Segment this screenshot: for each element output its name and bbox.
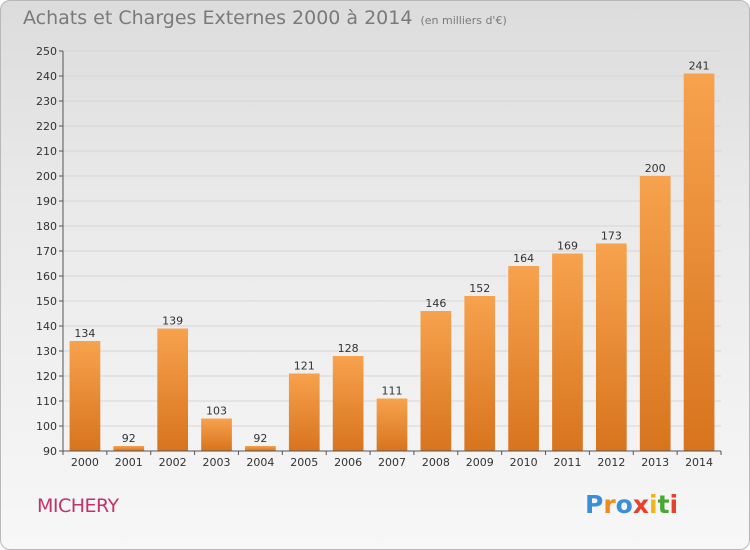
chart-title: Achats et Charges Externes 2000 à 2014 (e… (23, 7, 507, 29)
bar-2006 (332, 356, 364, 451)
bar-2009 (464, 296, 496, 451)
x-tick-label-2005: 2005 (290, 456, 318, 469)
data-label-2006: 128 (338, 342, 359, 355)
x-tick-label-2007: 2007 (378, 456, 406, 469)
bar-2007 (376, 398, 408, 451)
bar-2001 (113, 446, 145, 451)
bar-2012 (595, 243, 627, 451)
bar-2014 (683, 73, 715, 451)
x-tick-label-2002: 2002 (159, 456, 187, 469)
chart-subtitle: (en milliers d'€) (420, 14, 507, 27)
data-label-2008: 146 (425, 297, 446, 310)
y-tick-label: 250 (36, 45, 57, 58)
data-label-2004: 92 (253, 432, 267, 445)
data-label-2013: 200 (645, 162, 666, 175)
data-label-2014: 241 (689, 60, 710, 73)
y-tick-label: 200 (36, 170, 57, 183)
y-tick-label: 110 (36, 395, 57, 408)
y-tick-label: 180 (36, 220, 57, 233)
x-tick-label-2014: 2014 (685, 456, 713, 469)
bar-2008 (420, 311, 452, 451)
x-tick-label-2003: 2003 (203, 456, 231, 469)
bar-2011 (552, 253, 583, 451)
x-tick-label-2009: 2009 (466, 456, 494, 469)
bar-2013 (639, 176, 671, 451)
data-label-2009: 152 (469, 282, 490, 295)
x-tick-label-2012: 2012 (597, 456, 625, 469)
y-tick-label: 90 (43, 445, 57, 458)
y-tick-label: 100 (36, 420, 57, 433)
axes: 90 100 110 120 130 140 150 160 170 180 190 200 210 22… (36, 45, 722, 469)
bar-2003 (201, 418, 232, 451)
x-tick-label-2008: 2008 (422, 456, 450, 469)
y-tick-label: 210 (36, 145, 57, 158)
data-label-2000: 134 (74, 327, 95, 340)
y-tick-label: 170 (36, 245, 57, 258)
commune-name: MICHERY (37, 495, 119, 517)
y-tick-label: 150 (36, 295, 57, 308)
data-label-2003: 103 (206, 405, 227, 418)
data-label-2010: 164 (513, 252, 534, 265)
y-tick-label: 220 (36, 120, 57, 133)
y-tick-label: 190 (36, 195, 57, 208)
x-tick-label-2011: 2011 (553, 456, 581, 469)
y-tick-label: 120 (36, 370, 57, 383)
data-label-2002: 139 (162, 315, 183, 328)
data-label-2005: 121 (294, 360, 315, 373)
y-tick-label: 130 (36, 345, 57, 358)
x-tick-label-2006: 2006 (334, 456, 362, 469)
data-label-2011: 169 (557, 240, 578, 253)
x-tick-label-2000: 2000 (71, 456, 99, 469)
data-label-2007: 111 (382, 385, 403, 398)
bar-2002 (157, 328, 189, 451)
x-tick-label-2004: 2004 (246, 456, 274, 469)
y-tick-label: 140 (36, 320, 57, 333)
y-tick-label: 230 (36, 95, 57, 108)
bar-2004 (245, 446, 276, 451)
x-tick-label-2013: 2013 (641, 456, 669, 469)
data-label-2001: 92 (122, 432, 136, 445)
data-label-2012: 173 (601, 230, 622, 243)
y-tick-label: 240 (36, 70, 57, 83)
bar-2005 (288, 373, 320, 451)
bar-2000 (69, 341, 101, 451)
bars: 134 92 139 103 92 121 128 111 146 152 164 169 173 200… (69, 60, 715, 451)
x-tick-label-2010: 2010 (510, 456, 538, 469)
y-tick-label: 160 (36, 270, 57, 283)
proxiti-logo: Proxiti (585, 490, 679, 519)
x-tick-label-2001: 2001 (115, 456, 143, 469)
bar-2010 (508, 266, 539, 451)
